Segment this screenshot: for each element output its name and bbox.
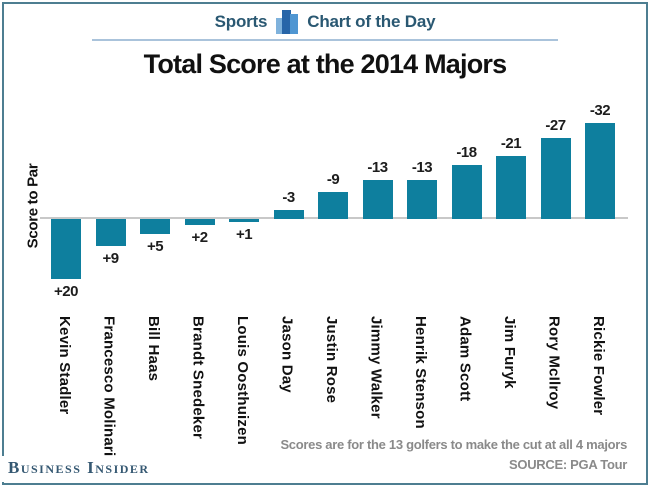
value-label: -3	[282, 189, 295, 206]
value-label: -9	[326, 171, 340, 188]
category-label: Henrik Stenson	[412, 316, 429, 429]
bar	[496, 156, 526, 219]
bar	[140, 219, 170, 234]
bar	[585, 123, 615, 219]
value-label: -18	[456, 144, 477, 161]
header-series-label: Chart of the Day	[307, 12, 436, 31]
category-label: Jimmy Walker	[367, 316, 385, 419]
category-label: Adam Scott	[456, 316, 474, 402]
value-label: -13	[367, 159, 388, 176]
bar	[451, 165, 482, 219]
category-label: Kevin Stadler	[56, 316, 73, 415]
bar	[318, 192, 348, 219]
bar-chart-icon	[276, 10, 299, 34]
value-label: +5	[146, 238, 164, 255]
bar	[273, 210, 304, 219]
value-label: -32	[589, 102, 611, 119]
footnote: Scores are for the 13 golfers to make th…	[280, 435, 627, 474]
category-label: Rickie Fowler	[590, 316, 607, 416]
value-label: +1	[235, 226, 253, 243]
footnote-note: Scores are for the 13 golfers to make th…	[280, 437, 627, 452]
category-label: Louis Oosthuizen	[234, 316, 251, 446]
category-label: Francesco Molinari	[100, 316, 118, 457]
category-label: Justin Rose	[323, 316, 340, 404]
header: Sports Chart of the Day	[0, 10, 650, 34]
value-label: -27	[545, 117, 566, 134]
category-label: Bill Haas	[145, 316, 162, 382]
bar	[407, 180, 437, 219]
page-title: Total Score at the 2014 Majors	[143, 49, 507, 79]
header-divider	[92, 39, 558, 41]
value-label: +2	[191, 229, 208, 246]
category-label: Jim Furyk	[501, 316, 518, 389]
y-axis-label: Score to Par	[24, 163, 42, 249]
bar	[540, 138, 571, 219]
category-label: Brandt Snedeker	[189, 316, 207, 440]
category-label: Jason Day	[278, 316, 296, 393]
value-label: +20	[54, 283, 78, 300]
business-insider-wordmark: Business Insider	[2, 456, 160, 482]
footnote-source: SOURCE: PGA Tour	[509, 456, 627, 472]
bar	[184, 219, 215, 225]
header-section-label: Sports	[214, 12, 268, 31]
bar	[362, 180, 393, 219]
bar	[95, 219, 126, 246]
value-label: +9	[102, 250, 119, 267]
category-label: Rory McIlroy	[545, 316, 563, 410]
bar	[51, 219, 81, 279]
value-label: -13	[411, 159, 433, 176]
value-label: -21	[500, 135, 522, 152]
bar	[229, 219, 259, 222]
